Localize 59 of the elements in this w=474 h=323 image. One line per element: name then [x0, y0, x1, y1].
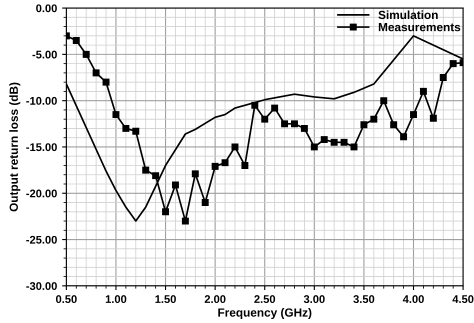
point: [82, 50, 90, 58]
point: [132, 128, 140, 135]
point: [182, 218, 189, 225]
point: [152, 172, 160, 180]
point: [162, 208, 170, 216]
y-tick-label: -30.00: [26, 282, 57, 290]
y-tick-label: -10.00: [26, 96, 57, 105]
point: [370, 116, 378, 123]
x-axis-title: Frequency (GHz): [218, 308, 312, 320]
point: [450, 60, 457, 68]
point: [251, 102, 258, 109]
x-tick-label: 1.50: [155, 295, 176, 304]
x-tick-label: 4.50: [452, 295, 474, 304]
y-tick-label: -25.00: [26, 236, 57, 244]
point: [400, 133, 408, 140]
point: [102, 78, 110, 86]
point: [281, 120, 288, 128]
point: [142, 166, 150, 174]
x-tick-label: 0.50: [56, 295, 77, 304]
point: [330, 138, 338, 146]
point: [340, 138, 348, 146]
point: [192, 170, 199, 178]
point: [291, 120, 298, 128]
y-axis-title: Output return loss (dB): [9, 82, 20, 212]
point: [232, 143, 238, 150]
legend-label: Simulation: [378, 10, 438, 20]
point: [241, 162, 248, 169]
point: [222, 159, 229, 166]
point: [112, 111, 120, 118]
legend-label: Measurements: [378, 23, 460, 32]
point: [261, 116, 268, 123]
point: [410, 111, 417, 118]
x-tick-label: 4.00: [402, 295, 424, 304]
y-tick-label: -15.00: [26, 143, 57, 152]
point: [310, 143, 318, 150]
point: [360, 121, 368, 128]
point: [350, 143, 358, 150]
point: [202, 199, 209, 206]
x-tick-label: 3.00: [304, 295, 325, 304]
x-tick-label: 3.50: [353, 295, 374, 304]
point: [380, 97, 388, 104]
point: [212, 162, 219, 170]
point: [72, 37, 80, 44]
point: [420, 88, 427, 95]
y-tick-label: -20.00: [26, 190, 57, 198]
x-tick-label: 2.00: [204, 295, 226, 304]
point: [320, 136, 328, 144]
point: [440, 74, 447, 81]
y-tick-label: -5.00: [32, 50, 57, 59]
x-tick-label: 1.00: [106, 295, 126, 304]
x-tick-label: 2.50: [254, 295, 276, 304]
point: [172, 181, 179, 188]
y-tick-label: 0.00: [36, 4, 57, 12]
point: [92, 69, 100, 76]
point: [390, 121, 398, 128]
point: [300, 124, 308, 132]
point: [122, 124, 130, 132]
point: [271, 104, 278, 112]
point: [430, 114, 437, 122]
